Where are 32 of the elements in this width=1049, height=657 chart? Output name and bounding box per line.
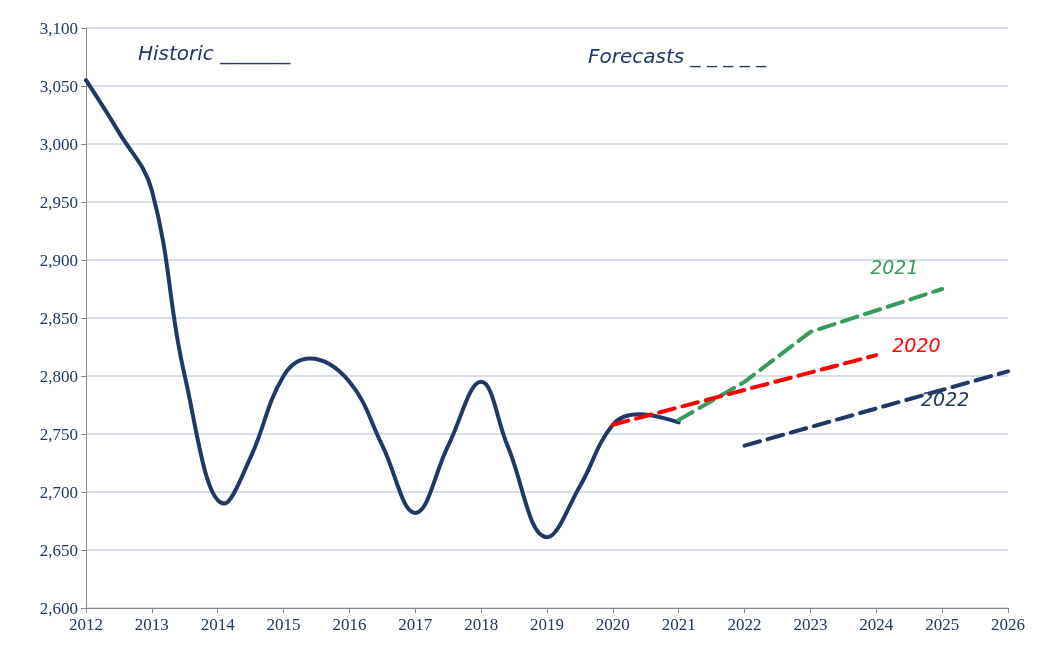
x-tick-label: 2019: [530, 615, 564, 634]
x-tick-label: 2014: [200, 615, 236, 634]
line-series: [84, 78, 681, 540]
y-tick-label: 2,950: [39, 192, 78, 212]
x-tick-label: 2018: [464, 615, 499, 634]
x-tick-label: 2020: [595, 615, 630, 634]
annotation: Forecasts _ _ _ _ _: [588, 44, 767, 68]
annotation: Historic _______: [138, 41, 292, 65]
x-tick-label: 2024: [859, 615, 894, 634]
x-tick-label: 2022: [727, 615, 762, 634]
y-tick-label: 2,700: [39, 482, 78, 502]
series-label: 2020: [892, 334, 941, 357]
y-tick-label: 2,750: [39, 424, 78, 444]
x-tick-label: 2012: [69, 615, 103, 634]
series-label: 2021: [870, 256, 919, 278]
x-tick-label: 2017: [398, 615, 433, 634]
x-tick-label: 2013: [134, 615, 169, 634]
y-tick-label: 2,600: [39, 598, 78, 618]
series-label: 2022: [921, 388, 970, 411]
x-tick-label: 2023: [793, 615, 828, 634]
y-tick-label: 3,100: [39, 18, 78, 38]
y-tick-label: 2,850: [39, 308, 78, 328]
y-tick-label: 3,000: [39, 134, 78, 154]
x-tick-label: 2025: [925, 615, 960, 634]
x-tick-label: 2015: [266, 615, 301, 634]
x-tick-label: 2021: [661, 615, 696, 634]
x-tick-label: 2026: [991, 615, 1025, 634]
y-tick-label: 2,800: [39, 366, 78, 386]
y-tick-label: 2,650: [39, 540, 78, 560]
x-tick-label: 2016: [332, 615, 367, 634]
y-tick-label: 3,050: [39, 76, 78, 96]
y-tick-label: 2,900: [39, 250, 78, 270]
